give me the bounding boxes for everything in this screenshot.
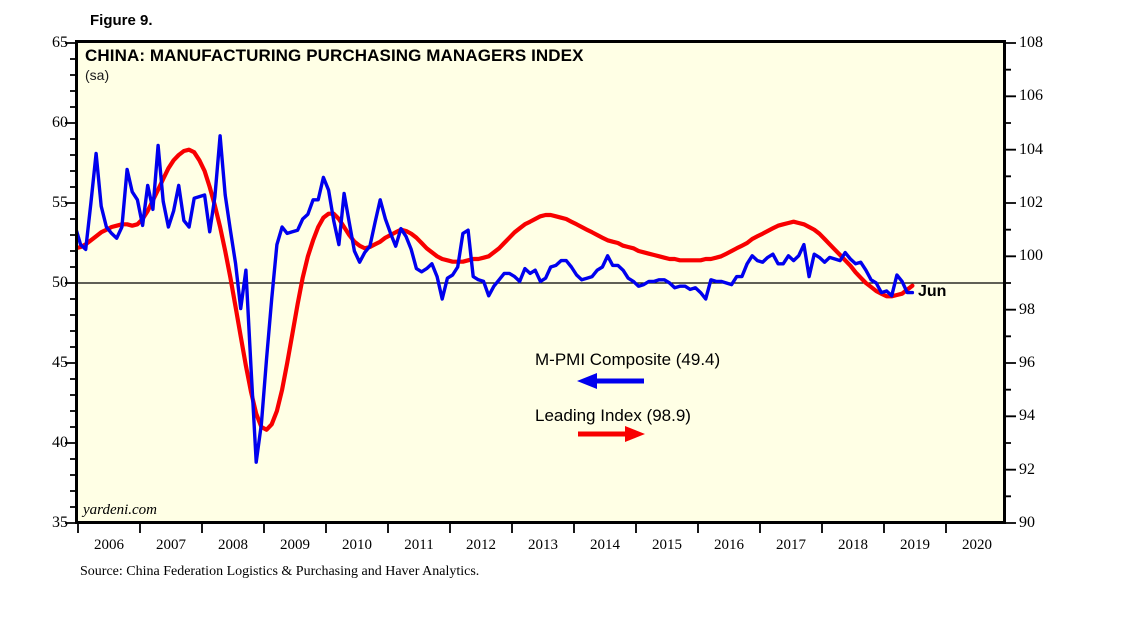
right-axis-tick-label: 90: [1019, 514, 1035, 531]
left-axis-tick-label: 50: [52, 274, 68, 291]
legend-pmi-label: M-PMI Composite (49.4): [535, 350, 721, 369]
right-axis-tick-label: 98: [1019, 300, 1035, 318]
x-axis-year-label: 2014: [590, 537, 620, 553]
x-axis-year-label: 2008: [218, 537, 248, 553]
watermark-yardeni: yardeni.com: [83, 502, 158, 518]
left-axis-tick-label: 60: [52, 114, 68, 131]
right-axis-tick-label: 104: [1019, 140, 1043, 158]
x-axis-year-label: 2018: [838, 537, 868, 553]
latest-month-annotation: Jun: [918, 283, 947, 300]
right-axis-tick-label: 102: [1019, 194, 1043, 211]
x-axis-year-label: 2020: [962, 537, 992, 553]
legend-leading-label: Leading Index (98.9): [535, 406, 691, 425]
right-axis-tick-label: 92: [1019, 460, 1035, 478]
chart-subtitle: (sa): [85, 67, 110, 83]
x-axis-year-label: 2011: [404, 537, 434, 553]
left-axis-tick-label: 35: [52, 514, 68, 531]
right-axis-tick-label: 94: [1019, 407, 1035, 425]
x-axis-year-label: 2013: [528, 537, 558, 553]
left-axis-tick-label: 45: [52, 354, 68, 371]
x-axis-year-label: 2019: [900, 537, 930, 553]
pmi-left-arrow-icon: [577, 373, 644, 389]
pmi-composite-line: [77, 134, 915, 464]
right-axis-tick-label: 96: [1019, 354, 1035, 371]
right-axis-tick-label: 108: [1019, 34, 1043, 51]
x-axis-year-label: 2015: [652, 537, 682, 553]
axis-ticks: [65, 42, 1016, 533]
left-axis-tick-label: 55: [52, 194, 68, 211]
plot-frame: [75, 40, 1006, 524]
x-axis-year-label: 2016: [714, 537, 744, 553]
x-axis-year-label: 2007: [156, 537, 186, 553]
leading-right-arrow-icon: [578, 426, 645, 442]
x-axis-year-label: 2006: [94, 537, 124, 553]
x-axis-year-label: 2017: [776, 537, 806, 553]
right-axis-tick-label: 106: [1019, 87, 1043, 105]
x-axis-year-label: 2009: [280, 537, 310, 553]
x-axis-year-label: 2010: [342, 537, 372, 553]
left-axis-tick-label: 40: [52, 434, 68, 451]
x-axis-year-label: 2012: [466, 537, 496, 553]
left-axis-tick-label: 65: [52, 34, 68, 51]
source-note: Source: China Federation Logistics & Pur…: [80, 564, 480, 579]
chart-title: CHINA: MANUFACTURING PURCHASING MANAGERS…: [85, 46, 584, 65]
right-axis-tick-label: 100: [1019, 247, 1043, 265]
figure-number-label: Figure 9.: [90, 12, 153, 29]
